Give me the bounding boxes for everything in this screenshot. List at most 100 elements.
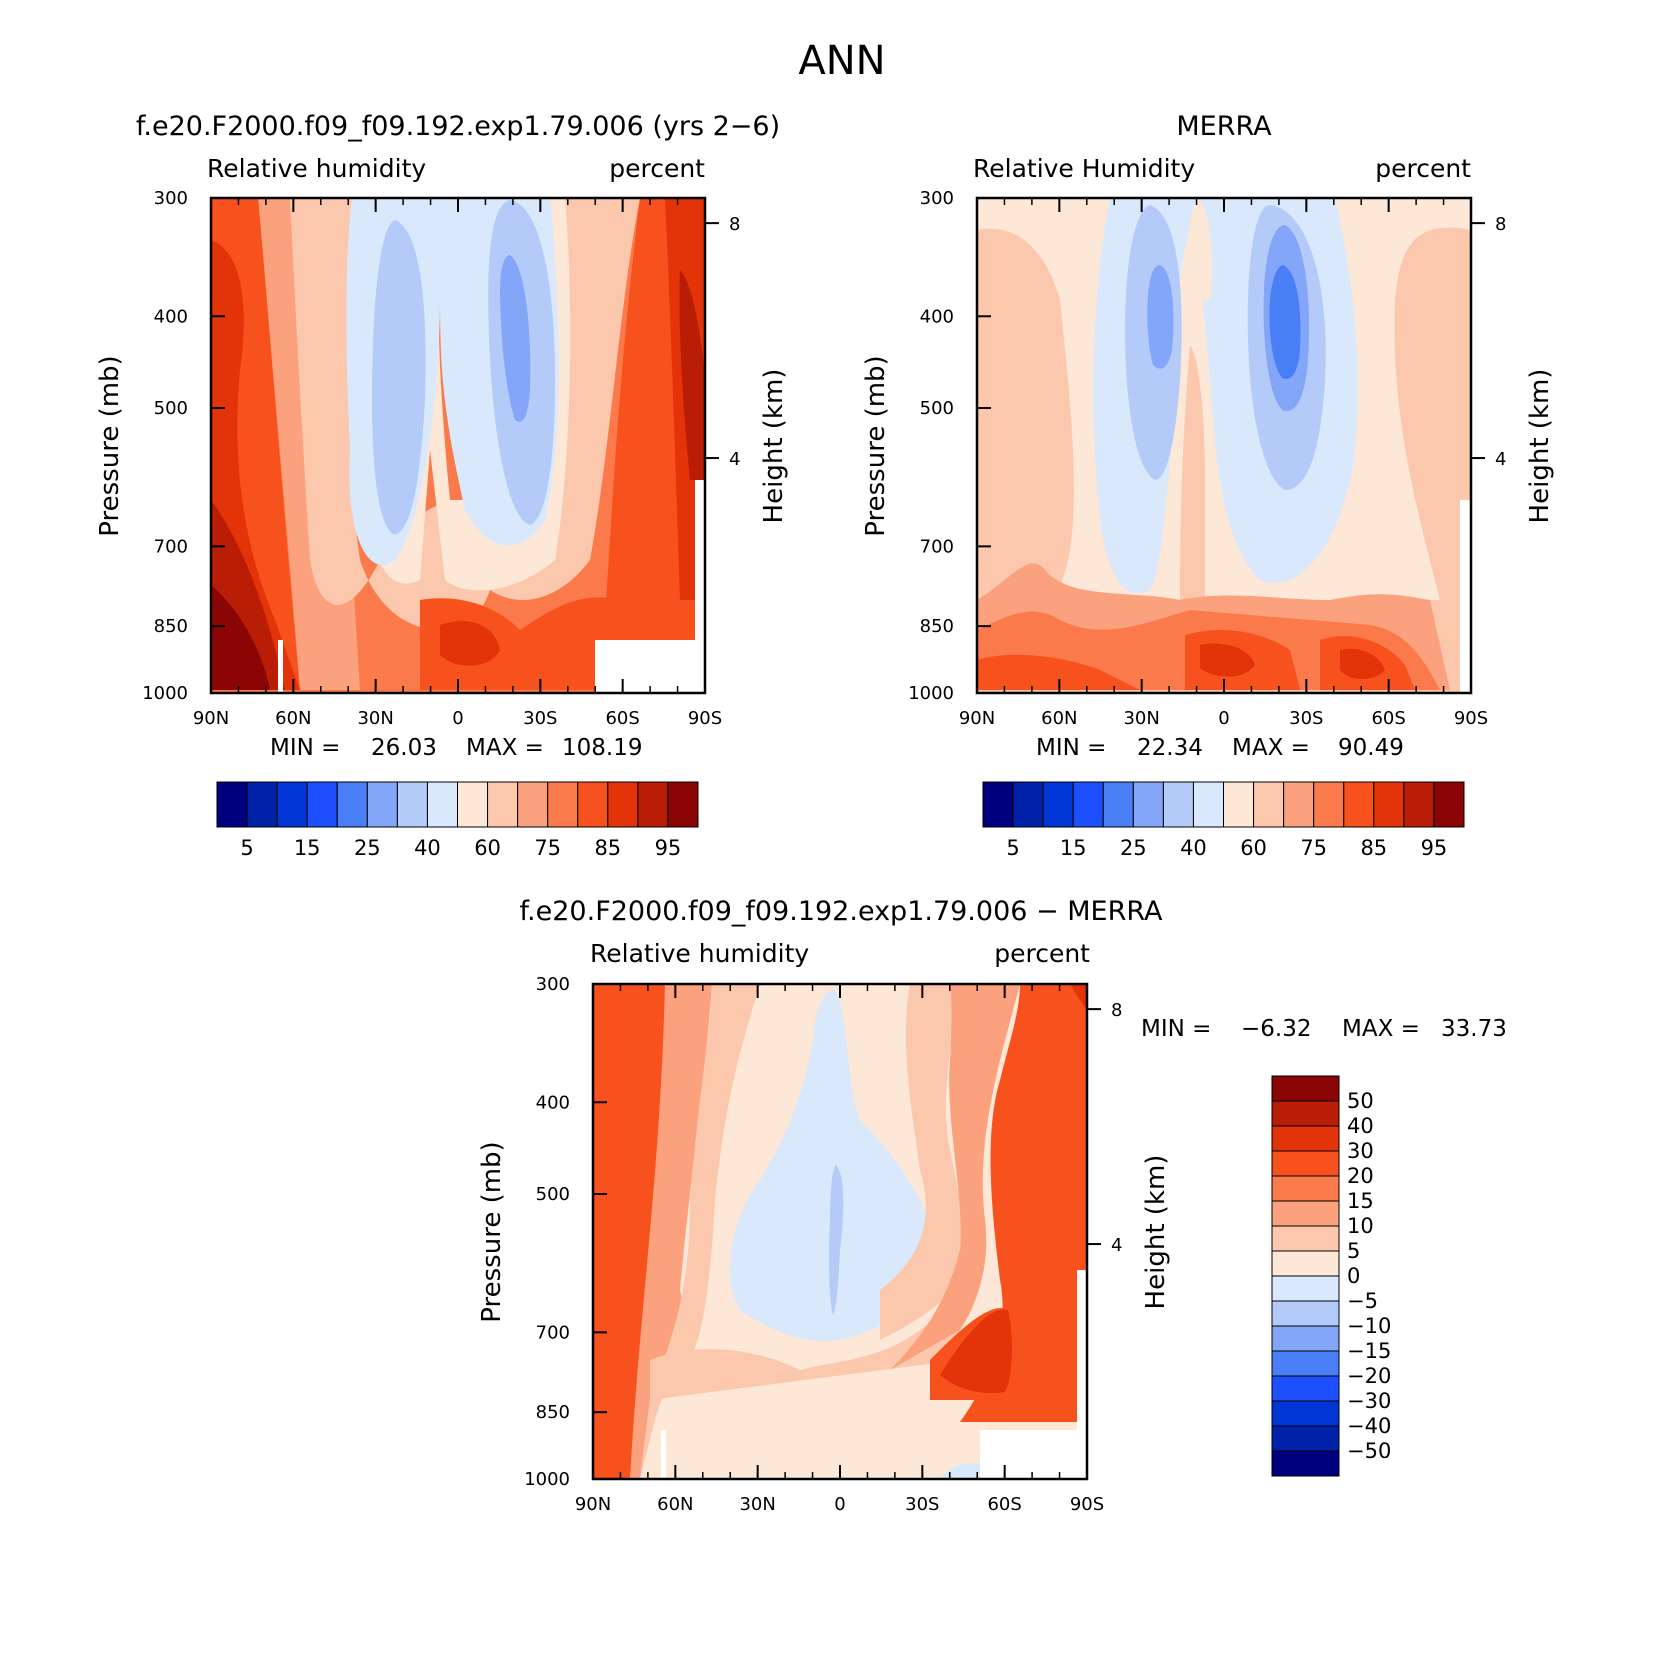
y2-tick-label: 4: [729, 449, 740, 470]
x-tick-label: 90S: [1070, 1494, 1104, 1515]
panel-obs-axes: 90N 60N 30N 0 30S 60S 90S 300 400 500 700 850 1000 8 4: [908, 188, 1506, 729]
colorbar-swatch: [1072, 781, 1104, 828]
colorbar-swatch: [336, 781, 368, 828]
panel-obs-ylabel: Pressure (mb): [861, 355, 891, 536]
colorbar-swatch: [1271, 1375, 1340, 1402]
colorbar-label: −20: [1347, 1364, 1391, 1388]
panel-obs-title: MERRA: [1176, 111, 1272, 142]
panel-model-title: f.e20.F2000.f09_f09.192.exp1.79.006 (yrs…: [136, 111, 780, 142]
field-band-35-corner: [1070, 984, 1087, 1010]
field-band-55-equator: [1187, 200, 1212, 300]
colorbar-swatch: [216, 781, 248, 828]
panel-difference-title: f.e20.F2000.f09_f09.192.exp1.79.006 − ME…: [520, 896, 1163, 927]
panel-obs-min-label: MIN =: [1036, 735, 1106, 761]
panel-difference-max-value: 33.73: [1441, 1016, 1507, 1042]
colorbar-swatch: [607, 781, 639, 828]
colorbar-swatch: [1271, 1225, 1340, 1252]
panel-model-max-value: 108.19: [562, 735, 642, 761]
y-tick-label: 400: [154, 306, 188, 327]
colorbar-swatch: [1313, 781, 1345, 828]
missing-data-sliver: [278, 640, 283, 693]
figure-title: ANN: [798, 38, 885, 84]
y2-tick-label: 8: [1495, 214, 1506, 235]
panel-difference-axes: 90N 60N 30N 0 30S 60S 90S 300 400 500 700 850 1000 8 4: [524, 974, 1122, 1515]
colorbar-label: 20: [1347, 1164, 1374, 1188]
colorbar-label: 40: [1180, 836, 1207, 860]
field-band-100-top-left: [211, 262, 226, 380]
panel-difference-max-label: MAX =: [1342, 1016, 1420, 1042]
colorbar-label: 85: [594, 836, 621, 860]
field-band-17-left: [630, 984, 712, 1479]
field-band-neg7p5: [829, 1165, 844, 1315]
x-tick-label: 60N: [1041, 708, 1077, 729]
colorbar-swatch: [1283, 781, 1315, 828]
y-tick-label: 300: [920, 188, 954, 209]
field-band-90-surface: [440, 621, 500, 666]
colorbar-label: 10: [1347, 1214, 1374, 1238]
panel-difference-min-value: −6.32: [1241, 1016, 1311, 1042]
panel-obs-max-label: MAX =: [1232, 735, 1310, 761]
field-band-22: [1269, 265, 1301, 380]
colorbar-label: 95: [655, 836, 682, 860]
panel-difference-field: [593, 984, 1087, 1479]
panel-obs-field: [977, 198, 1471, 693]
x-tick-label: 30S: [1289, 708, 1323, 729]
colorbar-label: −5: [1347, 1289, 1378, 1313]
y-tick-label: 850: [154, 616, 188, 637]
colorbar-swatch: [1271, 1350, 1340, 1377]
x-tick-label: 90N: [193, 708, 229, 729]
x-tick-label: 60N: [657, 1494, 693, 1515]
x-tick-label: 60S: [987, 1494, 1021, 1515]
x-tick-label: 60S: [1371, 708, 1405, 729]
colorbar-swatch: [1012, 781, 1044, 828]
panel-model-colorbar: 5 15 25 40 60 75 85 95: [216, 781, 699, 860]
missing-data-mask-strip: [695, 480, 705, 640]
field-band-25-right: [960, 984, 1087, 1422]
x-tick-label: 90S: [688, 708, 722, 729]
x-tick-label: 30N: [357, 708, 393, 729]
panel-model-y2label: Height (km): [759, 369, 789, 524]
colorbar-label: −30: [1347, 1389, 1391, 1413]
x-tick-label: 0: [834, 1494, 845, 1515]
y-tick-label: 1000: [142, 683, 188, 704]
panel-obs: MERRA Relative Humidity percent 90N 60N 30…: [861, 111, 1555, 860]
colorbar-label: 50: [1347, 1089, 1374, 1113]
y-tick-label: 500: [154, 398, 188, 419]
colorbar-label: −15: [1347, 1339, 1391, 1363]
colorbar-label: −10: [1347, 1314, 1391, 1338]
colorbar-swatch: [1271, 1100, 1340, 1127]
y2-tick-label: 4: [1495, 449, 1506, 470]
colorbar-swatch: [1271, 1300, 1340, 1327]
panel-difference-right-label: percent: [994, 939, 1090, 968]
panel-model-left-label: Relative humidity: [207, 154, 426, 183]
panel-difference-left-label: Relative humidity: [590, 939, 809, 968]
field-band-85-surface: [977, 630, 1415, 690]
missing-data-sliver: [661, 1430, 666, 1479]
colorbar-swatch: [1343, 781, 1375, 828]
y-tick-label: 500: [920, 398, 954, 419]
y2-tick-label: 4: [1111, 1235, 1122, 1256]
panel-obs-y2label: Height (km): [1525, 369, 1555, 524]
y2-tick-label: 8: [1111, 1000, 1122, 1021]
colorbar-swatch: [1042, 781, 1074, 828]
colorbar-swatch: [1271, 1450, 1340, 1477]
colorbar-label: 30: [1347, 1139, 1374, 1163]
y-tick-label: 700: [920, 536, 954, 557]
field-band-100-left: [211, 585, 270, 690]
panel-difference-ylabel: Pressure (mb): [477, 1141, 507, 1322]
colorbar-swatch: [1433, 781, 1465, 828]
colorbar-label: 40: [414, 836, 441, 860]
field-band-12-right: [880, 984, 965, 1340]
colorbar-label: 15: [1060, 836, 1087, 860]
colorbar-swatch: [517, 781, 549, 828]
panel-difference-y2label: Height (km): [1141, 1155, 1171, 1310]
colorbar-swatch: [1192, 781, 1224, 828]
colorbar-swatch: [1271, 1150, 1340, 1177]
field-band-35-right-low: [940, 1309, 1012, 1394]
colorbar-label: −40: [1347, 1414, 1391, 1438]
colorbar-swatch: [1373, 781, 1405, 828]
y2-tick-label: 8: [729, 214, 740, 235]
field-band-17-right: [890, 984, 1020, 1370]
